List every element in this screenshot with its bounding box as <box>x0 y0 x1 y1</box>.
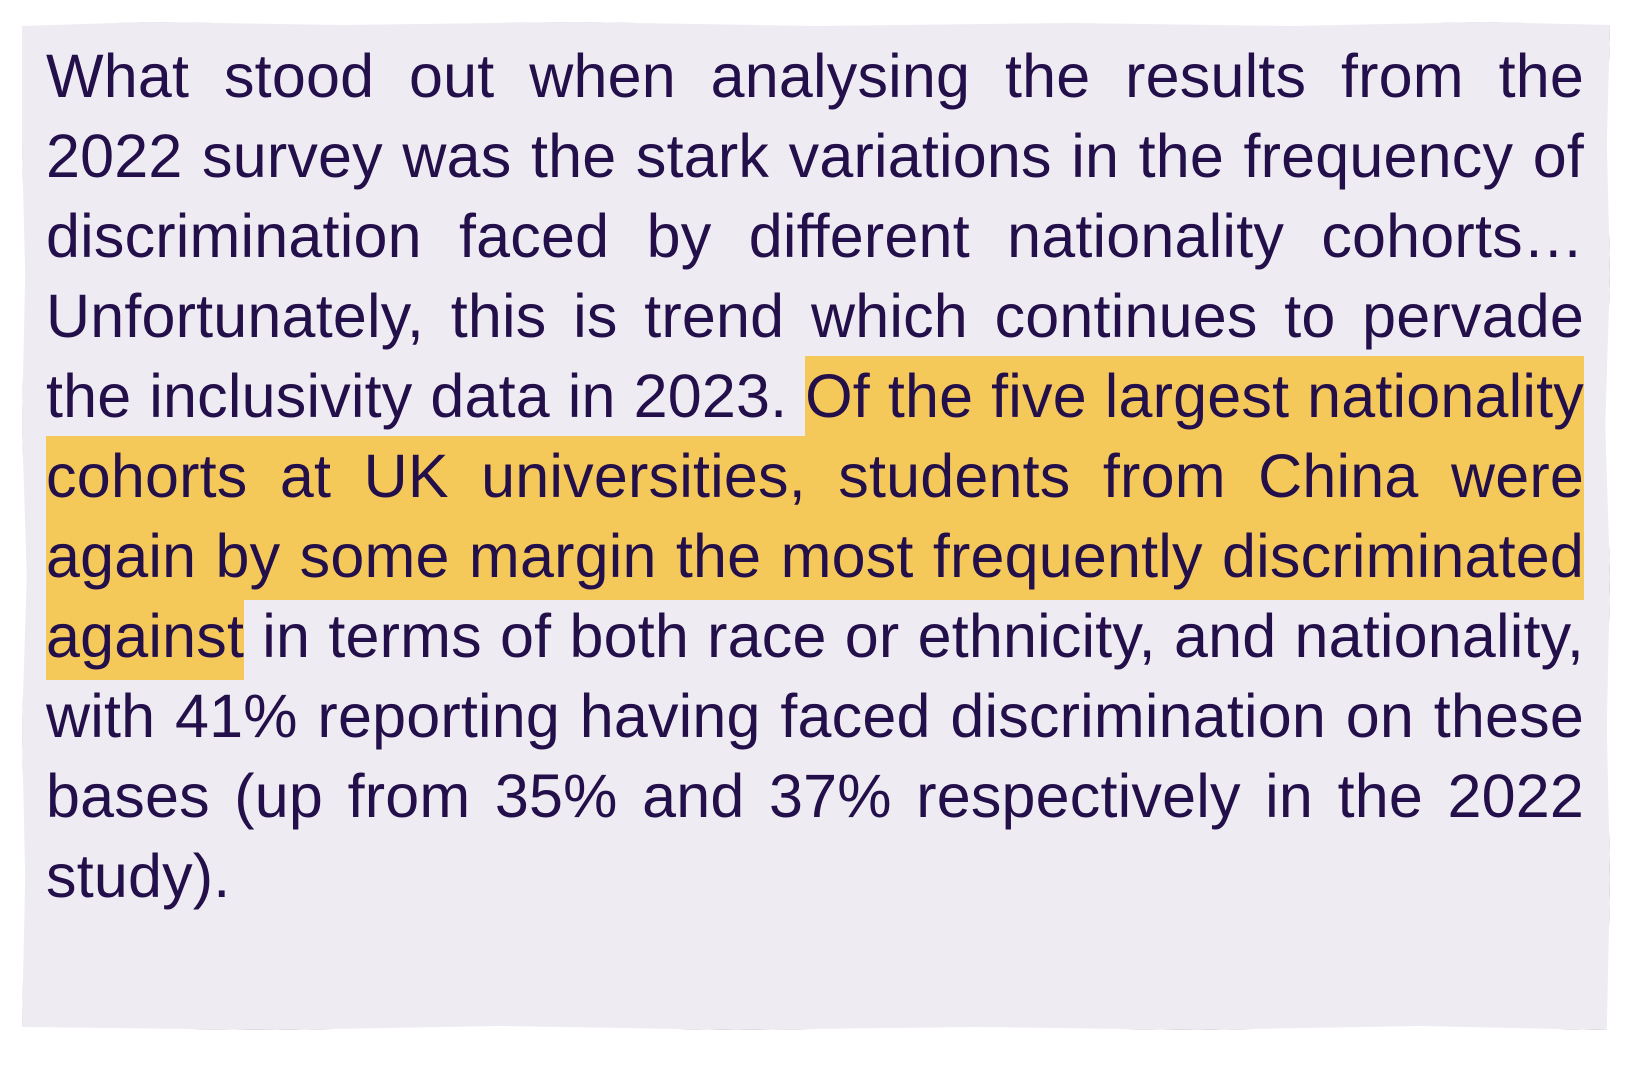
text-before: What stood out when analysing the result… <box>46 42 1584 430</box>
text-after: in terms of both race or ethnicity, and … <box>46 602 1584 910</box>
paper-excerpt: What stood out when analysing the result… <box>22 22 1610 1030</box>
highlighted-text: Of the five largest nationality cohorts … <box>46 356 1584 680</box>
paragraph: What stood out when analysing the result… <box>46 36 1584 916</box>
